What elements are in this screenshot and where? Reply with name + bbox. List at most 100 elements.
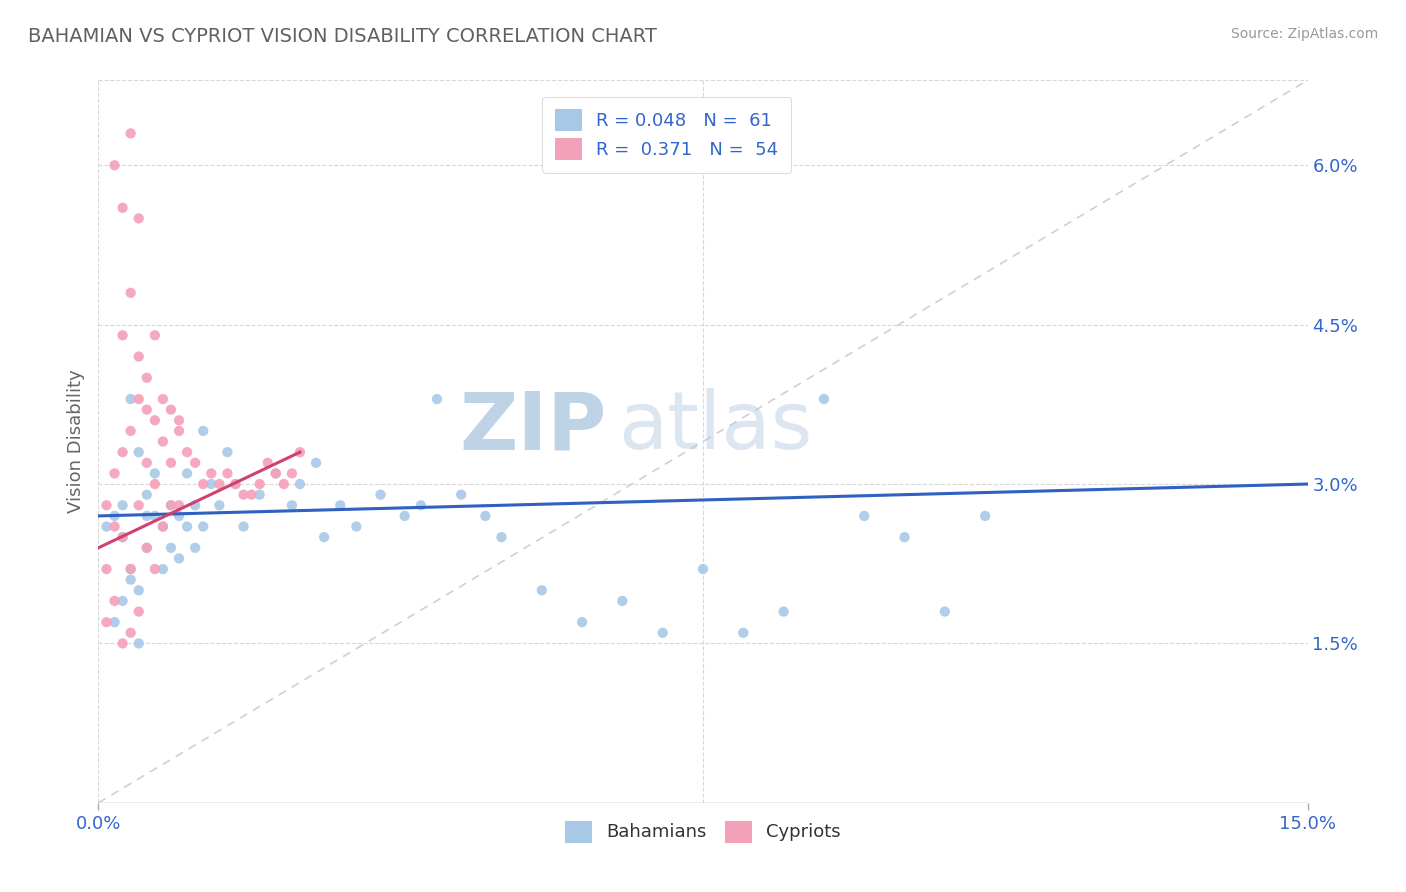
Point xyxy=(128,445,150,459)
Point xyxy=(193,519,215,533)
Point xyxy=(111,530,134,544)
Point xyxy=(135,402,157,417)
Point xyxy=(152,519,174,533)
Point xyxy=(273,477,295,491)
Point xyxy=(128,392,150,406)
Point xyxy=(813,392,835,406)
Point xyxy=(217,445,239,459)
Point xyxy=(232,488,254,502)
Point xyxy=(111,328,134,343)
Point xyxy=(184,498,207,512)
Point xyxy=(200,467,222,481)
Point xyxy=(692,562,714,576)
Point xyxy=(370,488,392,502)
Point xyxy=(143,508,166,523)
Point xyxy=(111,201,134,215)
Point xyxy=(474,508,496,523)
Point xyxy=(135,371,157,385)
Point xyxy=(103,594,125,608)
Point xyxy=(111,530,134,544)
Point xyxy=(135,488,157,502)
Point xyxy=(128,498,150,512)
Point xyxy=(128,636,150,650)
Point xyxy=(217,467,239,481)
Point xyxy=(249,488,271,502)
Point xyxy=(160,456,183,470)
Point xyxy=(143,477,166,491)
Point xyxy=(571,615,593,630)
Point xyxy=(96,562,118,576)
Point xyxy=(344,519,367,533)
Point xyxy=(249,477,271,491)
Point xyxy=(208,498,231,512)
Point xyxy=(394,508,416,523)
Point xyxy=(128,350,150,364)
Point xyxy=(264,467,287,481)
Point xyxy=(329,498,352,512)
Point xyxy=(96,498,118,512)
Point xyxy=(143,467,166,481)
Point xyxy=(176,467,198,481)
Point xyxy=(733,625,755,640)
Point xyxy=(128,605,150,619)
Point xyxy=(103,615,125,630)
Point xyxy=(103,508,125,523)
Point xyxy=(409,498,432,512)
Point xyxy=(111,498,134,512)
Point xyxy=(120,562,142,576)
Point xyxy=(120,424,142,438)
Point xyxy=(120,127,142,141)
Text: Source: ZipAtlas.com: Source: ZipAtlas.com xyxy=(1230,27,1378,41)
Point xyxy=(120,392,142,406)
Point xyxy=(184,456,207,470)
Point xyxy=(450,488,472,502)
Point xyxy=(120,625,142,640)
Point xyxy=(111,594,134,608)
Point xyxy=(193,477,215,491)
Point xyxy=(208,477,231,491)
Point xyxy=(281,498,304,512)
Point xyxy=(176,519,198,533)
Point xyxy=(103,519,125,533)
Point xyxy=(491,530,513,544)
Text: ZIP: ZIP xyxy=(458,388,606,467)
Point xyxy=(167,508,190,523)
Y-axis label: Vision Disability: Vision Disability xyxy=(66,369,84,514)
Point xyxy=(281,467,304,481)
Point xyxy=(612,594,634,608)
Point xyxy=(120,573,142,587)
Point xyxy=(853,508,876,523)
Point xyxy=(224,477,246,491)
Point xyxy=(135,541,157,555)
Point xyxy=(240,488,263,502)
Point xyxy=(193,424,215,438)
Point xyxy=(135,541,157,555)
Point xyxy=(120,562,142,576)
Point xyxy=(152,434,174,449)
Point xyxy=(288,445,311,459)
Point xyxy=(160,498,183,512)
Point xyxy=(651,625,673,640)
Point xyxy=(143,562,166,576)
Point xyxy=(934,605,956,619)
Point xyxy=(426,392,449,406)
Point xyxy=(224,477,246,491)
Point xyxy=(111,445,134,459)
Point xyxy=(167,413,190,427)
Point xyxy=(152,519,174,533)
Point xyxy=(772,605,794,619)
Point xyxy=(264,467,287,481)
Point xyxy=(167,498,190,512)
Point xyxy=(96,519,118,533)
Text: BAHAMIAN VS CYPRIOT VISION DISABILITY CORRELATION CHART: BAHAMIAN VS CYPRIOT VISION DISABILITY CO… xyxy=(28,27,657,45)
Point xyxy=(160,402,183,417)
Point xyxy=(160,498,183,512)
Point xyxy=(167,424,190,438)
Point xyxy=(152,562,174,576)
Point xyxy=(232,519,254,533)
Point xyxy=(314,530,336,544)
Point xyxy=(143,328,166,343)
Legend: Bahamians, Cypriots: Bahamians, Cypriots xyxy=(553,808,853,855)
Point xyxy=(128,583,150,598)
Point xyxy=(111,636,134,650)
